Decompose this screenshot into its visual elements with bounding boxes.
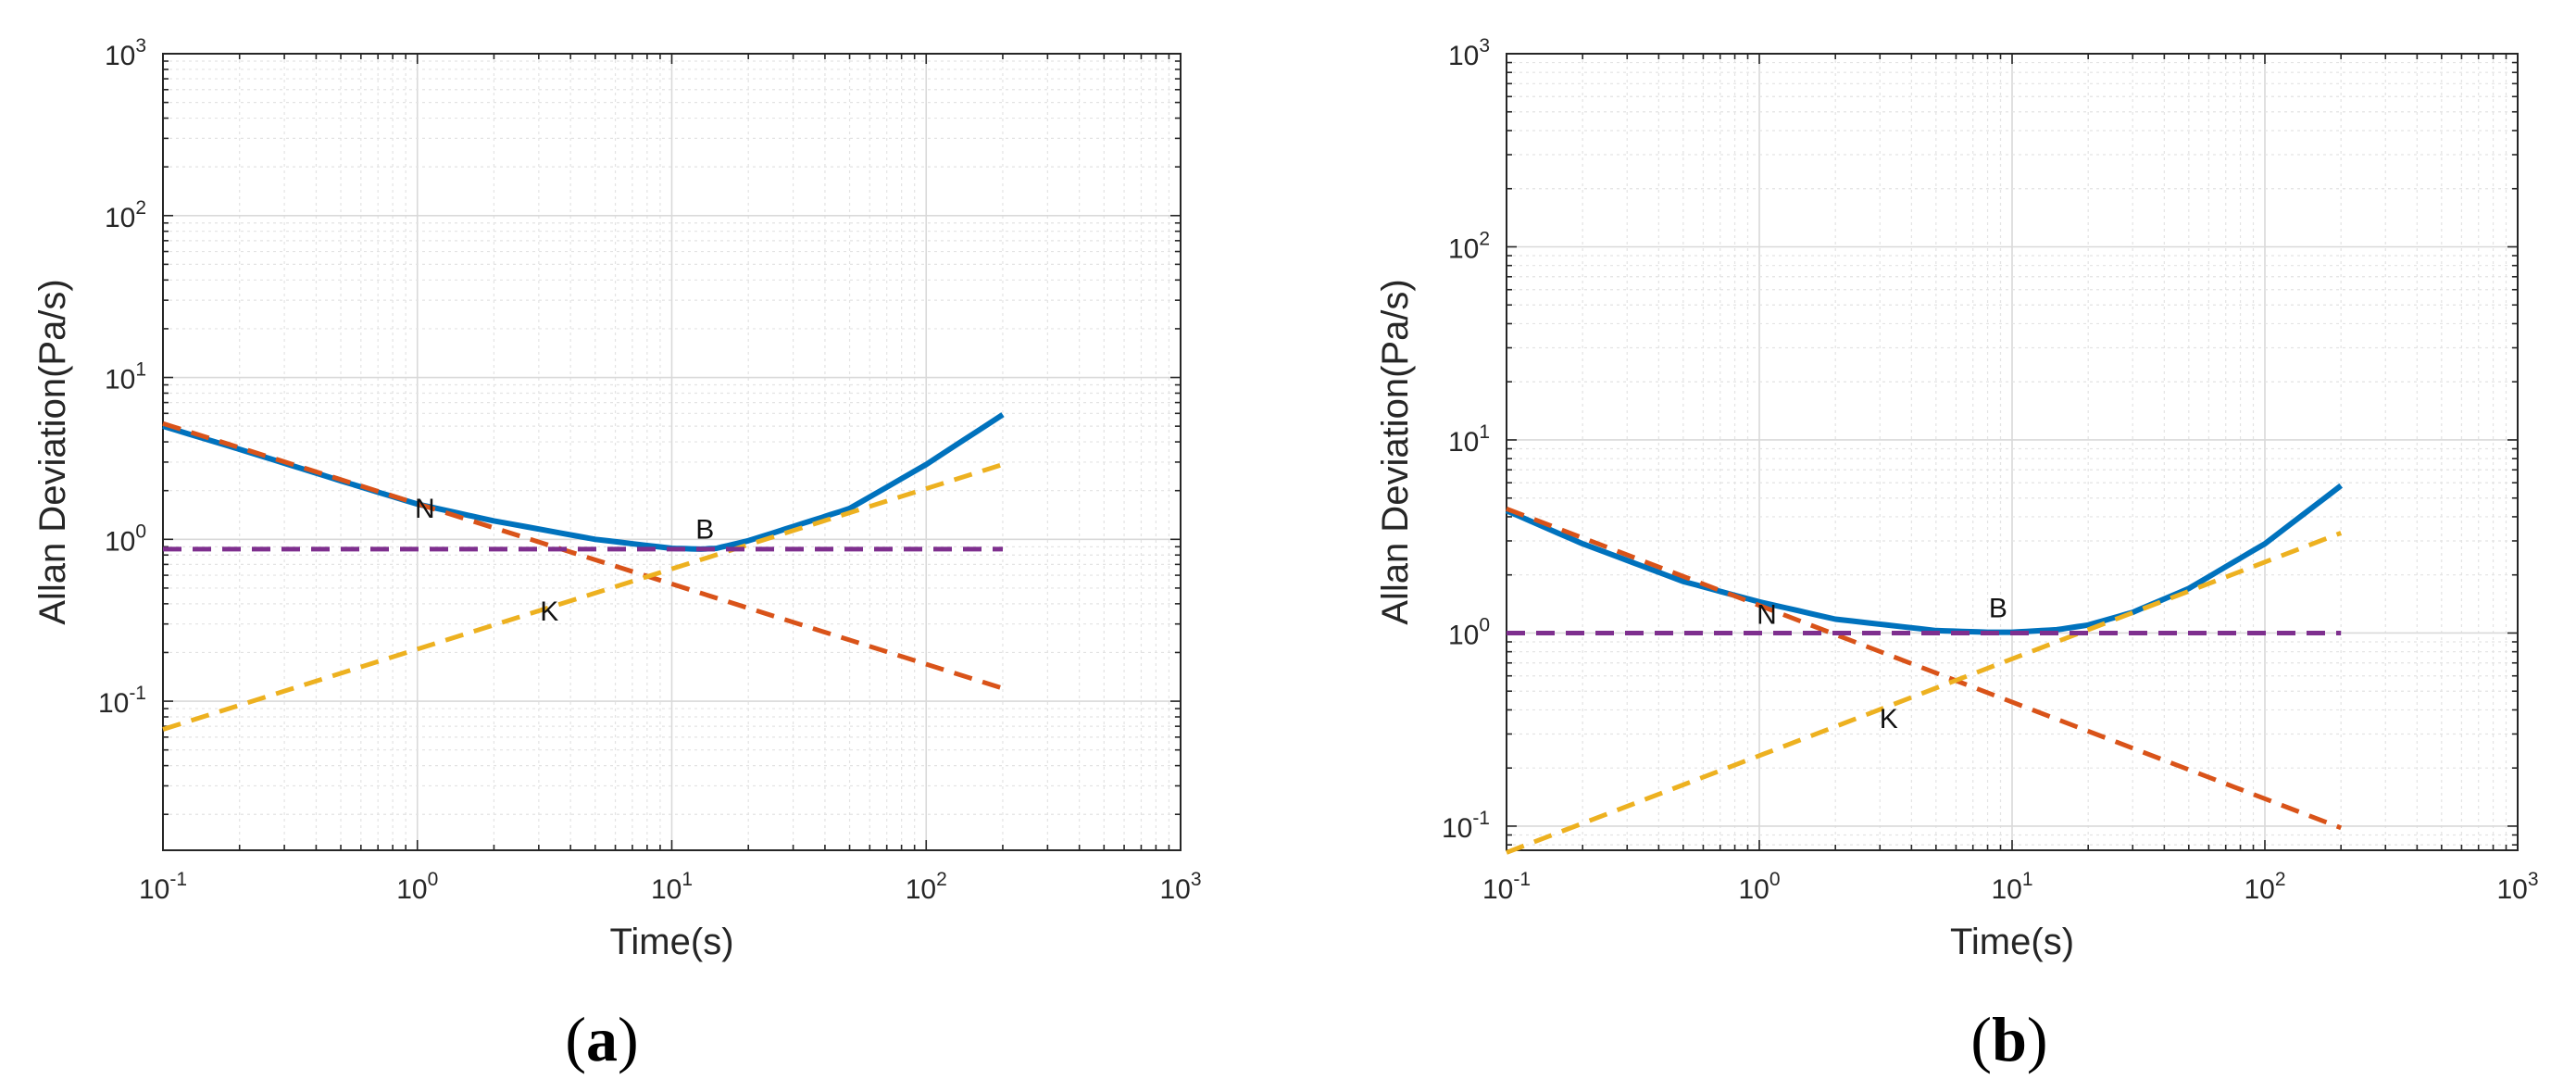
x-tick-label: 103 [1159, 869, 1201, 905]
y-tick-label: 101 [1448, 421, 1490, 458]
tick-marks [1506, 53, 2519, 850]
annotation-b: B [1989, 593, 2007, 623]
x-tick-label-base: 10 [2244, 874, 2274, 905]
y-tick-label-exponent: 2 [1479, 228, 1490, 249]
x-tick-label-exponent: 3 [1191, 869, 1202, 890]
caption-open-paren: ( [1970, 1004, 1992, 1074]
x-tick-label: 10-1 [139, 869, 187, 905]
y-tick-label-base: 10 [1442, 813, 1472, 844]
x-tick-label-exponent: 0 [428, 869, 439, 890]
x-tick-label-base: 10 [651, 874, 682, 905]
y-tick-label: 10-1 [1442, 808, 1490, 844]
y-tick-label-exponent: 2 [135, 197, 146, 219]
y-tick-label-exponent: 1 [1479, 421, 1490, 443]
x-tick-label-base: 10 [1738, 874, 1769, 905]
x-tick-label-exponent: -1 [169, 869, 187, 890]
annotation-n: N [415, 494, 435, 524]
x-axis-label: Time(s) [609, 922, 733, 962]
y-tick-label: 102 [105, 197, 146, 233]
y-tick-label-base: 10 [1448, 427, 1479, 458]
panel-caption: (b) [1970, 1004, 2047, 1074]
series-group [162, 412, 1005, 732]
annotation-n: N [1757, 599, 1777, 630]
y-tick-label: 102 [1448, 228, 1490, 264]
x-tick-label-exponent: 3 [2528, 869, 2539, 890]
x-tick-label: 101 [1991, 869, 2032, 905]
y-tick-label: 100 [105, 521, 146, 557]
x-tick-label-exponent: 0 [1769, 869, 1781, 890]
y-tick-label: 101 [105, 359, 146, 395]
caption-letter: a [586, 1004, 618, 1074]
panel-caption: (a) [565, 1004, 638, 1074]
x-tick-label: 102 [906, 869, 947, 905]
y-tick-label-exponent: -1 [129, 683, 146, 704]
x-tick-label: 100 [1738, 869, 1780, 905]
x-tick-label-base: 10 [1482, 874, 1513, 905]
annotation-b: B [695, 515, 714, 546]
x-tick-label: 10-1 [1482, 869, 1531, 905]
x-tick-label-base: 10 [906, 874, 936, 905]
x-axis-label: Time(s) [1950, 922, 2074, 962]
x-tick-label-exponent: 1 [2022, 869, 2033, 890]
y-tick-label-base: 10 [1448, 41, 1479, 71]
y-axis-label: Allan Deviation(Pa/s) [32, 279, 73, 625]
y-tick-label-exponent: 3 [1479, 35, 1490, 56]
x-tick-label-exponent: 2 [936, 869, 947, 890]
y-axis-label: Allan Deviation(Pa/s) [1375, 279, 1416, 625]
y-tick-label-base: 10 [105, 526, 135, 557]
series-line-n [1506, 506, 2343, 831]
series-group [1505, 483, 2344, 855]
x-tick-label: 100 [396, 869, 438, 905]
x-tick-label-base: 10 [1159, 874, 1190, 905]
y-tick-label-base: 10 [105, 41, 135, 71]
x-tick-label: 101 [651, 869, 693, 905]
y-tick-label: 10-1 [98, 683, 146, 719]
x-tick-label: 103 [2496, 869, 2538, 905]
y-tick-label-base: 10 [1448, 233, 1479, 264]
annotation-k: K [540, 596, 558, 627]
y-tick-label-base: 10 [105, 203, 135, 233]
tick-marks [162, 53, 1182, 850]
grid [162, 53, 1182, 850]
y-tick-label-exponent: 0 [1479, 614, 1490, 635]
caption-open-paren: ( [565, 1004, 586, 1074]
x-tick-label-base: 10 [2496, 874, 2527, 905]
x-tick-label-exponent: 2 [2275, 869, 2286, 890]
x-tick-label-base: 10 [396, 874, 427, 905]
x-tick-label-base: 10 [139, 874, 169, 905]
y-tick-label: 103 [1448, 35, 1490, 71]
annotation-k: K [1880, 704, 1898, 734]
y-tick-label-base: 10 [98, 688, 129, 719]
series-line-k [1506, 531, 2343, 855]
caption-close-paren: ) [2027, 1004, 2048, 1074]
y-tick-label-exponent: 1 [135, 359, 146, 381]
panel-a: 10-1 100 101 102 10310-1100101102103NBKTime(… [32, 35, 1202, 1074]
y-tick-label-exponent: -1 [1472, 808, 1490, 829]
y-tick-label-exponent: 0 [135, 521, 146, 542]
x-tick-label-exponent: 1 [682, 869, 693, 890]
y-tick-label: 103 [105, 35, 146, 71]
y-tick-label-exponent: 3 [135, 35, 146, 56]
caption-letter: b [1992, 1004, 2027, 1074]
grid [1506, 53, 2519, 850]
x-tick-label-base: 10 [1991, 874, 2021, 905]
y-tick-label-base: 10 [105, 365, 135, 395]
x-tick-label-exponent: -1 [1513, 869, 1531, 890]
series-line-allan-deviation [162, 412, 1005, 552]
y-tick-label-base: 10 [1448, 620, 1479, 650]
x-tick-label: 102 [2244, 869, 2285, 905]
y-tick-label: 100 [1448, 614, 1490, 650]
caption-close-paren: ) [618, 1004, 639, 1074]
